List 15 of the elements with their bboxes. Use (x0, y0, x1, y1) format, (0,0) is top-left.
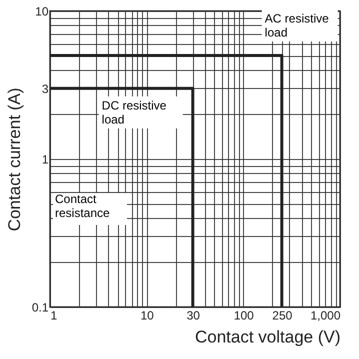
x-tick-label: 250 (272, 308, 293, 322)
series-label: AC resistive load (264, 12, 330, 40)
y-tick-label: 1 (42, 152, 49, 166)
y-tick-label: 3 (42, 82, 49, 96)
x-tick-label: 1 (50, 308, 58, 322)
y-tick-label: 0.1 (32, 300, 49, 314)
x-tick-label: 10 (140, 308, 154, 322)
x-tick-label: 100 (234, 308, 254, 322)
annotation: Contact resistance (55, 192, 110, 220)
x-axis-title: Contact voltage (V) (194, 328, 340, 346)
x-tick-label: 30 (186, 308, 200, 322)
series-label: DC resistive load (102, 98, 167, 126)
y-tick-label: 10 (35, 4, 49, 18)
y-axis-title: Contact current (A) (4, 88, 24, 232)
x-tick-label: 1,000 (310, 308, 341, 322)
